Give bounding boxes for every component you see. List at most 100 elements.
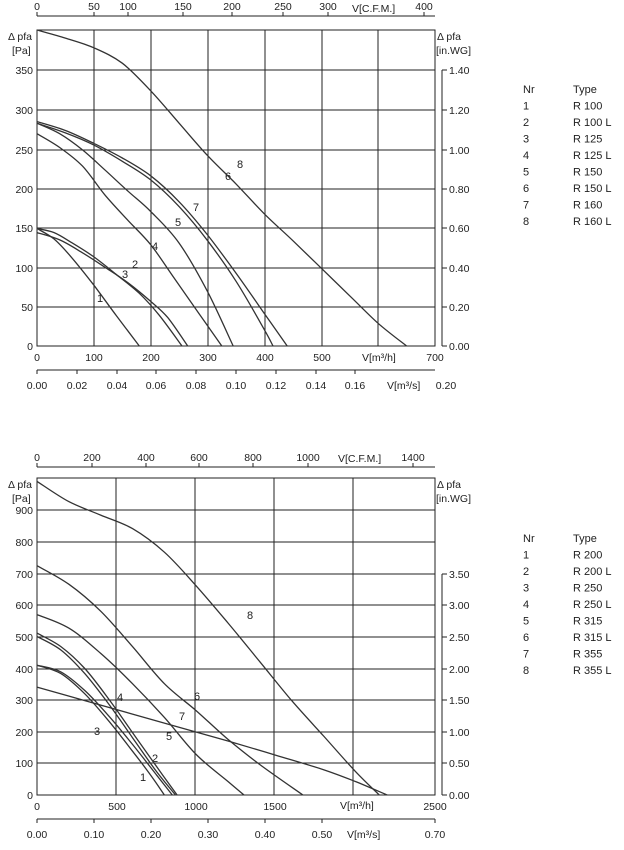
chart1-legend-type-2: R 100 L <box>573 117 612 129</box>
chart1-legend-type-8: R 160 L <box>573 216 612 228</box>
chart1-bottom2-tick-label-4: 0.08 <box>186 380 207 392</box>
chart2-bottom2-tick-label-3: 0.30 <box>198 829 219 841</box>
chart1-curve-label-4: 4 <box>152 241 158 253</box>
chart1-curve-label-3: 3 <box>122 269 128 281</box>
chart2-bottom-axis1-label: V[m³/h] <box>340 800 374 812</box>
chart2-curve-6 <box>36 565 304 796</box>
chart2-bottom2-tick-label-0: 0.00 <box>27 829 48 841</box>
chart1-legend-header-nr: Nr <box>523 84 535 96</box>
chart1-curve-7 <box>36 120 288 347</box>
chart2-top-tick-label-2: 400 <box>137 452 155 464</box>
chart1-curve-label-7: 7 <box>193 202 199 214</box>
chart1-right-axis-label-2: [in.WG] <box>436 45 471 57</box>
chart1-bottom2-tick-label-2: 0.04 <box>107 380 128 392</box>
chart2-legend-type-3: R 250 <box>573 583 602 595</box>
chart2-curve-label-4: 4 <box>117 692 123 704</box>
chart1-curve-4 <box>36 133 223 347</box>
chart1-curve-5 <box>36 122 234 347</box>
chart1-curve-label-2: 2 <box>132 259 138 271</box>
chart1-right-tick-label-1: 0.20 <box>449 302 470 314</box>
chart1-legend: Nr Type 1 R 100 2 R 100 L 3 R 125 4 R 125 L 5 R 150… <box>523 84 612 228</box>
chart2-legend-nr-1: 1 <box>523 550 529 562</box>
chart1-legend-header-type: Type <box>573 84 597 96</box>
chart2-curve-5 <box>36 613 245 796</box>
chart1-legend-type-3: R 125 <box>573 134 602 146</box>
chart2-curves: 12 3 4 5 67 8 <box>36 480 388 796</box>
chart1-bottom-axis2-label: V[m³/s] <box>387 380 420 392</box>
chart1-right-tick-label-2: 0.40 <box>449 263 470 275</box>
chart2-top-axis-label: V[C.F.M.] <box>338 453 381 465</box>
chart1-right-tick-label-5: 1.00 <box>449 145 470 157</box>
chart1-legend-nr-6: 6 <box>523 183 529 195</box>
chart2-top-tick-label-1: 200 <box>83 452 101 464</box>
chart2-bottom2-tick-label-6: 0.70 <box>425 829 446 841</box>
chart2-legend: Nr Type 1 R 200 2 R 200 L 3 R 250 4 R 250 L 5 R 315… <box>523 533 612 677</box>
chart1-top-tick-label-0: 0 <box>34 1 40 13</box>
chart2-legend-type-1: R 200 <box>573 550 602 562</box>
chart1-left-tick-label-3: 150 <box>15 223 33 235</box>
chart2-left-tick-label-2: 200 <box>15 727 33 739</box>
chart1-right-tick-label-4: 0.80 <box>449 184 470 196</box>
chart1-legend-type-1: R 100 <box>573 101 602 113</box>
chart2-bottom1-tick-label-0: 0 <box>34 801 40 813</box>
chart1-top-tick-label-7: 400 <box>415 1 433 13</box>
chart1-bottom1-tick-label-2: 200 <box>142 352 160 364</box>
chart1-bottom2-tick-label-7: 0.14 <box>306 380 327 392</box>
chart2-bottom2-tick-label-4: 0.40 <box>255 829 276 841</box>
chart1-right-tick-label-3: 0.60 <box>449 223 470 235</box>
chart1-legend-type-6: R 150 L <box>573 183 612 195</box>
chart1-right-tick-label-6: 1.20 <box>449 105 470 117</box>
chart2-legend-nr-2: 2 <box>523 566 529 578</box>
chart2-curve-label-3: 3 <box>94 726 100 738</box>
chart2-right-tick-label-2: 1.00 <box>449 727 470 739</box>
chart1-bottom1-tick-label-0: 0 <box>34 352 40 364</box>
chart1-top-axis-label: V[C.F.M.] <box>352 3 395 15</box>
chart2-legend-type-7: R 355 <box>573 649 602 661</box>
chart1-bottom1-tick-label-5: 500 <box>313 352 331 364</box>
chart2-right-axis-label-1: Δ pfa <box>437 479 461 491</box>
chart2-legend-type-8: R 355 L <box>573 665 612 677</box>
chart2-bottom1-tick-label-2: 1000 <box>184 801 208 813</box>
chart1-top-tick-label-5: 250 <box>274 1 292 13</box>
chart2-left-tick-label-5: 500 <box>15 632 33 644</box>
chart2-left-tick-label-1: 100 <box>15 758 33 770</box>
chart2-curve-label-8: 8 <box>247 610 253 622</box>
chart2-legend-nr-6: 6 <box>523 632 529 644</box>
chart1-left-axis-label-2: [Pa] <box>12 45 31 57</box>
chart1-legend-type-4: R 125 L <box>573 150 612 162</box>
chart1-curve-2 <box>36 227 183 347</box>
chart2-left-axis-label-2: [Pa] <box>12 493 31 505</box>
chart1-grid <box>37 30 435 346</box>
chart1-bottom2-tick-label-6: 0.12 <box>266 380 287 392</box>
chart2-left-tick-label-6: 600 <box>15 600 33 612</box>
chart2-curve-1 <box>36 664 165 796</box>
chart1-bottom1-tick-label-6: 700 <box>426 352 444 364</box>
chart1-top-tick-label-6: 300 <box>319 1 337 13</box>
chart1-left-tick-label-4: 200 <box>15 184 33 196</box>
chart1-legend-nr-5: 5 <box>523 167 529 179</box>
chart1-top-tick-label-4: 200 <box>223 1 241 13</box>
chart2-grid <box>37 478 435 795</box>
chart2-left-tick-label-8: 800 <box>15 537 33 549</box>
chart1-curve-1 <box>36 227 140 347</box>
chart1-left-tick-label-2: 100 <box>15 263 33 275</box>
chart2-right-tick-label-0: 0.00 <box>449 790 470 802</box>
chart1-plot-frame <box>36 29 436 347</box>
chart2-left-tick-label-7: 700 <box>15 569 33 581</box>
chart1-left-tick-label-7: 350 <box>15 65 33 77</box>
chart2-legend-nr-3: 3 <box>523 583 529 595</box>
chart1-bottom2-tick-label-0: 0.00 <box>27 380 48 392</box>
chart2-bottom-axis2-label: V[m³/s] <box>347 829 380 841</box>
chart1-top-tick-label-1: 50 <box>88 1 100 13</box>
chart2-curve-label-2: 2 <box>152 753 158 765</box>
chart2-legend-type-2: R 200 L <box>573 566 612 578</box>
chart2-legend-nr-5: 5 <box>523 616 529 628</box>
chart1-legend-nr-7: 7 <box>523 200 529 212</box>
chart1-curve-label-5: 5 <box>175 217 181 229</box>
chart1-bottom1-tick-label-3: 300 <box>199 352 217 364</box>
chart2-curve-8 <box>36 480 380 796</box>
chart2-bottom2-tick-label-5: 0.50 <box>312 829 333 841</box>
chart2-legend-nr-8: 8 <box>523 665 529 677</box>
